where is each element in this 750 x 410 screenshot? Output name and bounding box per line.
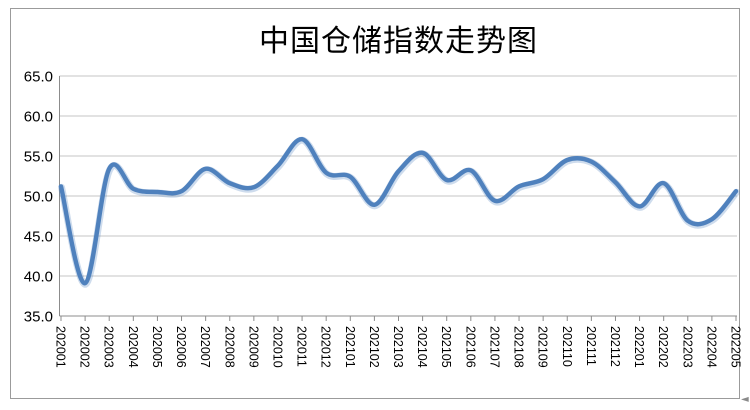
x-axis-tick-label: 202005 (150, 326, 164, 368)
x-axis-tick-label: 202106 (463, 326, 477, 368)
x-axis-tick-label: 202002 (78, 326, 92, 368)
x-axis-tick-label: 202105 (439, 326, 453, 368)
x-axis-tick-label: 202003 (102, 326, 116, 368)
x-axis-tick-label: 202102 (367, 326, 381, 368)
x-axis-tick-label: 202001 (54, 326, 68, 368)
x-axis-tick-label: 202006 (174, 326, 188, 368)
x-axis-tick-label: 202202 (656, 326, 670, 368)
x-axis-tick-label: 202110 (560, 326, 574, 367)
cursor-artifact-icon: ◄ (741, 394, 749, 405)
x-axis-tick-label: 202203 (680, 326, 694, 368)
y-axis-tick-label: 45.0 (24, 229, 53, 246)
x-axis-tick-label: 202103 (391, 326, 405, 368)
x-axis-tick-label: 202205 (729, 326, 743, 368)
x-axis-tick-label: 202109 (536, 326, 550, 368)
x-axis-tick-label: 202008 (222, 326, 236, 368)
x-axis-tick-label: 202004 (126, 326, 140, 368)
x-axis-tick-label: 202010 (270, 326, 284, 368)
x-axis-tick-label: 202012 (319, 326, 333, 368)
x-axis-tick-label: 202111 (584, 326, 598, 366)
x-axis-tick-label: 202104 (415, 326, 429, 368)
x-axis-tick-label: 202204 (704, 326, 718, 368)
index-line (58, 137, 739, 286)
y-axis-tick-label: 60.0 (24, 109, 53, 126)
x-axis-tick-label: 202107 (487, 326, 501, 368)
y-axis-tick-label: 35.0 (24, 309, 53, 326)
x-axis-tick-label: 202201 (632, 326, 646, 368)
x-axis-tick-label: 202108 (512, 326, 526, 368)
x-axis-tick-label: 202112 (608, 326, 622, 367)
x-axis-tick-label: 202007 (198, 326, 212, 368)
x-axis-tick-label: 202011 (295, 326, 309, 367)
chart-title: 中国仓储指数走势图 (259, 25, 538, 58)
y-axis-tick-label: 65.0 (24, 69, 53, 86)
x-axis-tick-label: 202009 (246, 326, 260, 368)
index-line-glow (58, 136, 740, 288)
y-axis-tick-label: 55.0 (24, 149, 53, 166)
y-axis-tick-label: 40.0 (24, 269, 53, 286)
y-axis-tick-label: 50.0 (24, 189, 53, 206)
x-axis-tick-label: 202101 (343, 326, 357, 368)
